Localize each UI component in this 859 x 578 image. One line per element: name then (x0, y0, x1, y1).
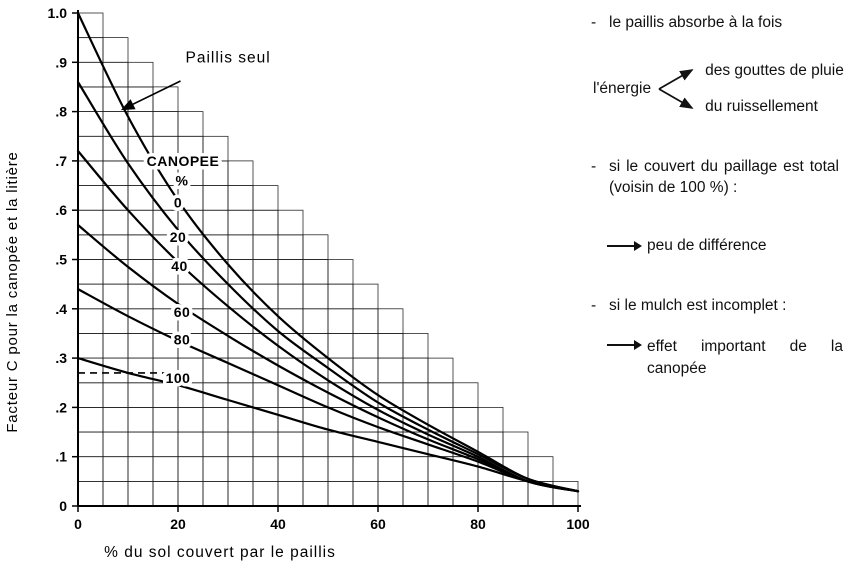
bullet-dash: - (591, 296, 597, 314)
note-text: effet important de la canopée (647, 336, 843, 379)
curve-labels: CANOPEE% 0 20 40 60 80 100 (143, 149, 222, 389)
curve-5 (76, 357, 580, 493)
energy-source-label: l'énergie (593, 79, 652, 97)
svg-text:.2: .2 (55, 399, 67, 415)
note-line-1: si le couvert du paillage est total (609, 157, 839, 175)
energy-branches: des gouttes de pluie du ruissellement (705, 60, 844, 118)
mulch-only-label: Paillis seul (186, 49, 271, 66)
curve-3 (76, 223, 580, 493)
svg-text:20: 20 (170, 516, 186, 532)
note-text: le paillis absorbe à la fois (609, 14, 783, 31)
c-factor-chart: CANOPEE% 0 20 40 60 80 100 Paillis seul 0 20 40 60 8… (4, 5, 590, 561)
curve-4 (76, 288, 580, 493)
note-text: peu de différence (647, 237, 767, 255)
note-canopy-effect: effet important de la canopée (607, 336, 857, 379)
svg-text:%: % (176, 173, 189, 189)
note-mulch-absorbs: - le paillis absorbe à la fois (591, 12, 857, 34)
arrow-right-icon (607, 240, 642, 251)
svg-text:80: 80 (470, 516, 486, 532)
mulch-label-arrow-icon (120, 80, 181, 111)
note-text: si le couvert du paillage est total (voi… (609, 156, 839, 199)
svg-text:.7: .7 (55, 153, 67, 169)
curve-1 (76, 80, 580, 493)
svg-text:.1: .1 (55, 449, 67, 465)
svg-text:0: 0 (174, 195, 182, 211)
note-little-difference: peu de différence (607, 235, 857, 257)
notes-panel: - le paillis absorbe à la fois l'énergie… (591, 12, 857, 380)
svg-text:80: 80 (174, 331, 191, 347)
svg-text:100: 100 (166, 370, 191, 386)
svg-text:60: 60 (370, 516, 386, 532)
svg-text:60: 60 (174, 304, 191, 320)
svg-text:0: 0 (74, 516, 82, 532)
svg-text:1.0: 1.0 (48, 5, 68, 21)
note-line-2: (voisin de 100 %) : (609, 179, 738, 197)
note-line-2: canopée (647, 360, 707, 378)
note-incomplete-mulch: - si le mulch est incomplet : (591, 295, 857, 317)
branch-raindrops: des gouttes de pluie (705, 61, 844, 79)
bullet-dash: - (591, 157, 597, 175)
svg-text:20: 20 (170, 229, 187, 245)
svg-text:0: 0 (59, 498, 67, 514)
stair-grid (77, 12, 579, 507)
svg-text:100: 100 (566, 516, 590, 532)
x-axis-title: % du sol couvert par le paillis (104, 544, 336, 561)
svg-text:.3: .3 (55, 350, 67, 366)
svg-text:.4: .4 (55, 301, 67, 317)
y-axis-title: Facteur C pour la canopée et la litière (4, 151, 21, 432)
svg-text:40: 40 (171, 258, 188, 274)
svg-text:CANOPEE: CANOPEE (147, 153, 220, 169)
energy-fork-diagram: l'énergie des gouttes de pluie du ruisse… (593, 58, 857, 120)
curve-0 (76, 11, 580, 493)
bullet-dash: - (591, 14, 597, 31)
tick-labels: 0 20 40 60 80 100 0 .1 .2 .3 .4 .5 .6 .7 .8 .9 1.0 (48, 5, 590, 532)
branch-runoff: du ruissellement (705, 98, 818, 115)
arrow-right-icon (607, 340, 642, 351)
note-line-1: effet important de la (647, 338, 843, 356)
note-total-cover: - si le couvert du paillage est total (v… (591, 156, 857, 199)
svg-text:.9: .9 (55, 54, 67, 70)
note-text: si le mulch est incomplet : (609, 296, 787, 314)
svg-text:.8: .8 (55, 104, 67, 120)
curves (76, 11, 580, 493)
curve-2 (76, 149, 580, 493)
svg-text:.5: .5 (55, 252, 67, 268)
axes (72, 10, 581, 512)
svg-text:40: 40 (270, 516, 286, 532)
svg-text:.6: .6 (55, 202, 67, 218)
fork-arrows-icon (658, 68, 694, 109)
